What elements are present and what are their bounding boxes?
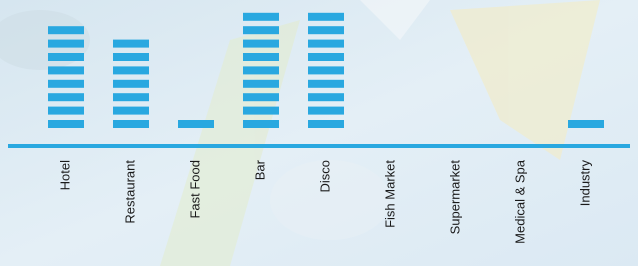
- bar-segment: [243, 80, 279, 88]
- bar-segment: [48, 80, 84, 88]
- bar-segment: [243, 53, 279, 61]
- chart: Hotel Restaurant Fast Food Bar Disco Fish Mar…: [0, 0, 638, 266]
- bar-segment: [243, 13, 279, 21]
- bar-segment: [243, 40, 279, 48]
- x-tick-label: Disco: [317, 160, 332, 193]
- bar-segment: [568, 120, 604, 128]
- bar-segment: [48, 107, 84, 115]
- bar-segment: [48, 26, 84, 34]
- bar-segment: [308, 26, 344, 34]
- x-tick-label: Supermarket: [447, 160, 462, 235]
- x-tick-label: Medical & Spa: [512, 159, 527, 244]
- bar-segment: [113, 66, 149, 74]
- bar: [568, 120, 604, 128]
- bar: [243, 13, 279, 128]
- bar: [308, 13, 344, 128]
- bar-segment: [48, 40, 84, 48]
- bar-segment: [308, 107, 344, 115]
- bar-segment: [243, 66, 279, 74]
- bar-segment: [243, 26, 279, 34]
- bar-segment: [178, 120, 214, 128]
- bar-segment: [243, 120, 279, 128]
- bar-segment: [308, 66, 344, 74]
- bar-segment: [113, 80, 149, 88]
- bar-segment: [113, 40, 149, 48]
- x-tick-label: Hotel: [57, 160, 72, 190]
- bar-segment: [308, 13, 344, 21]
- x-tick-label: Fish Market: [382, 160, 397, 228]
- bar-segment: [243, 93, 279, 101]
- bar-segment: [48, 120, 84, 128]
- bar: [178, 120, 214, 128]
- bar-segment: [308, 93, 344, 101]
- bar-segment: [113, 120, 149, 128]
- x-tick-label: Fast Food: [187, 160, 202, 219]
- bar-segment: [308, 53, 344, 61]
- baseline: [8, 144, 630, 148]
- bar-segment: [113, 93, 149, 101]
- bar-segment: [48, 66, 84, 74]
- bar-segment: [48, 93, 84, 101]
- bar-segment: [308, 40, 344, 48]
- x-tick-label: Restaurant: [122, 160, 137, 224]
- bar-segment: [48, 53, 84, 61]
- bar-segment: [113, 107, 149, 115]
- x-tick-label: Industry: [577, 160, 592, 207]
- bar-segment: [243, 107, 279, 115]
- bar-segment: [308, 120, 344, 128]
- x-tick-label: Bar: [252, 159, 267, 180]
- bar-segment: [308, 80, 344, 88]
- bar-segment: [113, 53, 149, 61]
